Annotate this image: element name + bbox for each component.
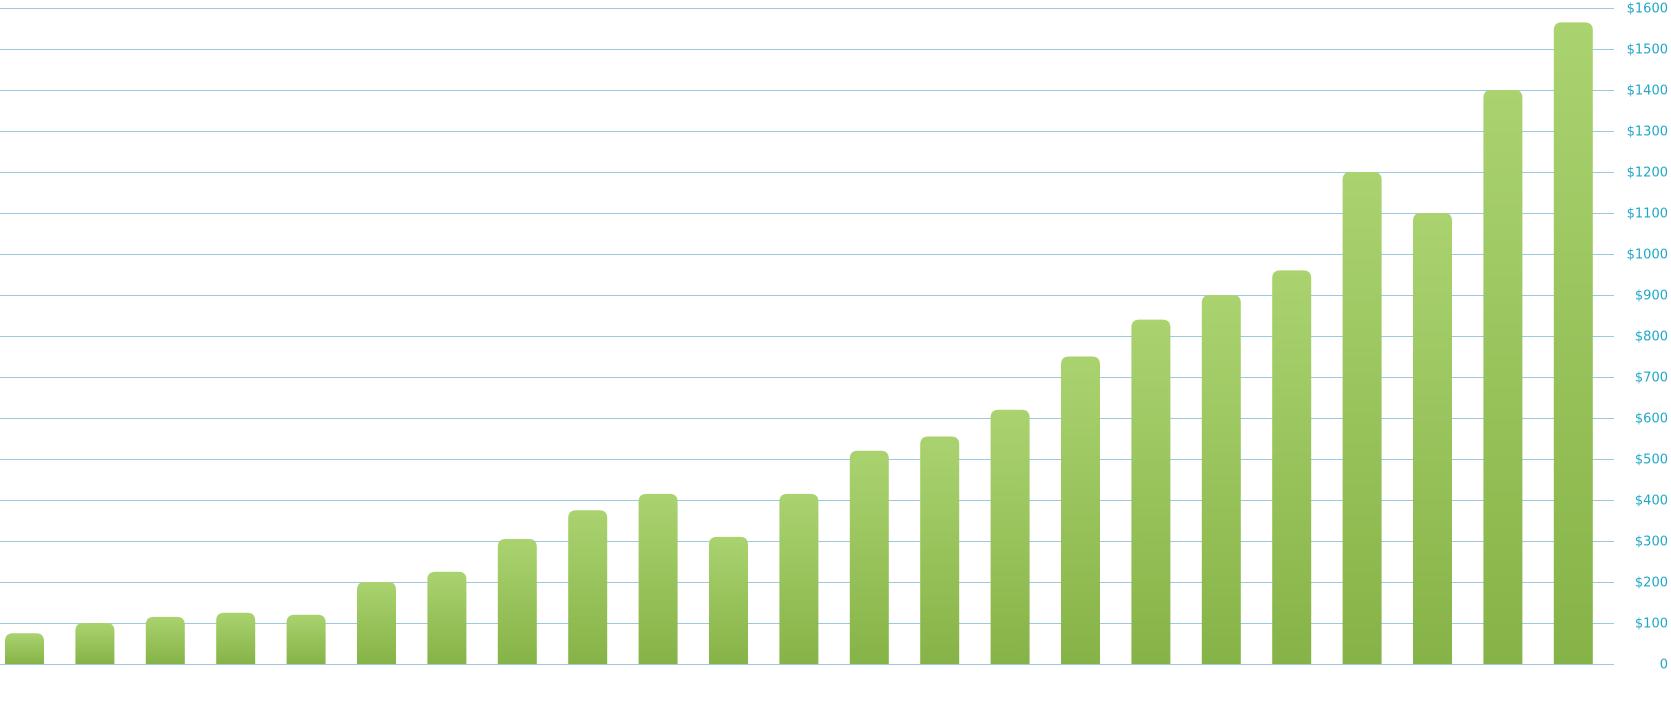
y-tick-label: $1400	[1627, 84, 1668, 99]
y-tick-label: $200	[1635, 576, 1668, 591]
y-tick-label: $900	[1635, 289, 1668, 304]
bar-10	[638, 493, 678, 664]
y-tick-label: 0	[1660, 658, 1668, 673]
y-tick-label: $1000	[1627, 248, 1668, 263]
bar-12	[779, 493, 819, 664]
bar-14	[920, 436, 960, 664]
y-tick-label: $100	[1635, 617, 1668, 632]
bar-21	[1413, 213, 1452, 664]
bars	[5, 22, 1593, 665]
y-tick-label: $1500	[1627, 43, 1668, 58]
y-tick-label: $1200	[1627, 166, 1668, 181]
bar-23	[1553, 22, 1593, 665]
bar-6	[357, 582, 396, 664]
bar-16	[1061, 356, 1100, 664]
bar-18	[1201, 295, 1241, 664]
bar-20	[1342, 172, 1382, 664]
y-tick-label: $700	[1635, 371, 1668, 386]
bar-17	[1131, 319, 1171, 664]
bar-11	[709, 536, 748, 664]
y-tick-label: $300	[1635, 535, 1668, 550]
y-axis-ticks: 0 $100 $200 $300 $400 $500 $600 $700 $800 $900 $10…	[1627, 2, 1668, 673]
gridlines	[0, 8, 1614, 665]
bar-15	[990, 409, 1030, 664]
y-tick-label: $400	[1635, 494, 1668, 509]
bar-22	[1483, 90, 1523, 664]
bar-19	[1272, 270, 1312, 664]
y-tick-label: $1600	[1627, 2, 1668, 17]
bar-4	[216, 612, 256, 664]
bar-7	[427, 571, 467, 664]
bar-13	[849, 450, 889, 664]
bar-2	[75, 623, 115, 664]
y-tick-label: $800	[1635, 330, 1668, 345]
bar-9	[568, 510, 608, 664]
y-tick-label: $500	[1635, 453, 1668, 468]
y-tick-label: $1100	[1627, 207, 1668, 222]
y-tick-label: $600	[1635, 412, 1668, 427]
bar-8	[497, 538, 537, 664]
bar-5	[286, 614, 326, 664]
bar-3	[145, 616, 185, 664]
y-tick-label: $1300	[1627, 125, 1668, 140]
bar-1	[5, 633, 44, 664]
